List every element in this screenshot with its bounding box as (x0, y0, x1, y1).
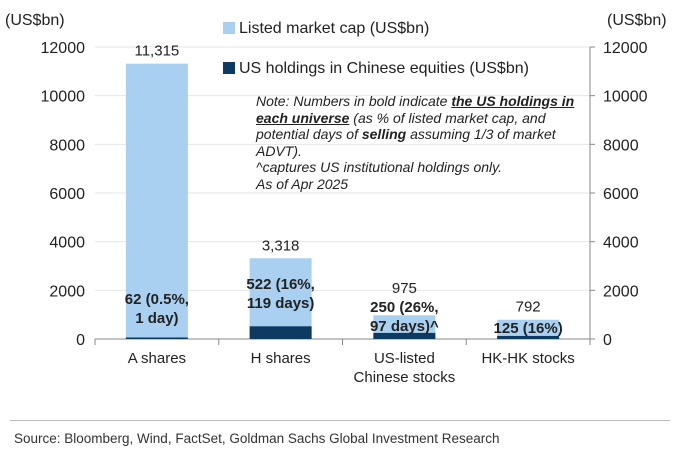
holding-label: 522 (16%, (246, 276, 314, 293)
y-tick-label-right: 6000 (603, 186, 639, 203)
bar-us-holdings (497, 335, 560, 339)
y-tick-label-right: 8000 (603, 137, 639, 154)
y-tick-label-left: 6000 (49, 186, 85, 203)
legend-label: US holdings in Chinese equities (US$bn) (239, 60, 529, 77)
legend-label: Listed market cap (US$bn) (239, 20, 430, 37)
y-tick-label-right: 10000 (603, 89, 648, 106)
legend-item-us-holdings: US holdings in Chinese equities (US$bn) (223, 60, 529, 78)
source-text: Source: Bloomberg, Wind, FactSet, Goldma… (14, 431, 500, 446)
value-label: 975 (392, 280, 417, 297)
y-tick-label-left: 8000 (49, 137, 85, 154)
bar-market-cap (249, 258, 312, 339)
divider (10, 420, 670, 421)
chart-note: Note: Numbers in bold indicate the US ho… (256, 93, 586, 192)
y-axis-title-left: (US$bn) (5, 12, 65, 29)
holding-label: 1 day) (135, 310, 178, 327)
bar-us-holdings (373, 332, 436, 339)
y-tick-label-left: 0 (76, 332, 85, 349)
legend-swatch (223, 62, 235, 74)
note-date: As of Apr 2025 (256, 175, 349, 192)
y-tick-label-left: 2000 (49, 283, 85, 300)
y-tick-label-right: 0 (603, 332, 612, 349)
note-bold: selling (361, 126, 407, 142)
note-text: (as % of listed market cap, and potentia… (256, 109, 546, 143)
x-tick-label: US-listed (374, 350, 435, 367)
note-text: assuming 1/3 of market ADVT). (256, 126, 556, 159)
note-text: Note: Numbers in bold indicate (256, 93, 452, 109)
bar-us-holdings (249, 326, 312, 339)
y-tick-label-right: 12000 (603, 40, 648, 57)
x-tick-label: HK-HK stocks (481, 350, 574, 367)
y-tick-label-left: 4000 (49, 235, 85, 252)
value-label: 3,318 (262, 237, 300, 254)
y-tick-label-right: 2000 (603, 283, 639, 300)
legend-swatch (223, 22, 235, 34)
bar-chart: 0 0 2000 2000 4000 4000 6000 6000 8000 8000 10000 1… (5, 12, 667, 386)
note-underlined: the US holdings in each universe (256, 93, 575, 126)
holding-label: 250 (26%, (370, 299, 438, 316)
value-label: 11,315 (134, 43, 179, 60)
bar-market-cap (497, 319, 560, 339)
holding-label: 119 days) (247, 295, 315, 312)
y-tick-label-left: 12000 (41, 40, 86, 57)
y-axis-title-right: (US$bn) (607, 12, 667, 29)
bar-us-holdings (125, 337, 188, 339)
note-line: ^captures US institutional holdings only… (256, 159, 502, 175)
x-tick-label: Chinese stocks (354, 369, 456, 386)
value-label: 792 (516, 299, 541, 316)
holding-label: 97 days)^ (370, 318, 439, 335)
x-tick-label: A shares (128, 350, 186, 367)
legend-item-market-cap: Listed market cap (US$bn) (223, 20, 429, 38)
y-tick-label-right: 4000 (603, 235, 639, 252)
holding-label: 125 (16%) (494, 320, 563, 337)
bar-market-cap (125, 63, 188, 339)
y-tick-label-left: 10000 (41, 89, 86, 106)
holding-label: 62 (0.5%, (125, 291, 189, 308)
x-tick-label: H shares (251, 350, 311, 367)
